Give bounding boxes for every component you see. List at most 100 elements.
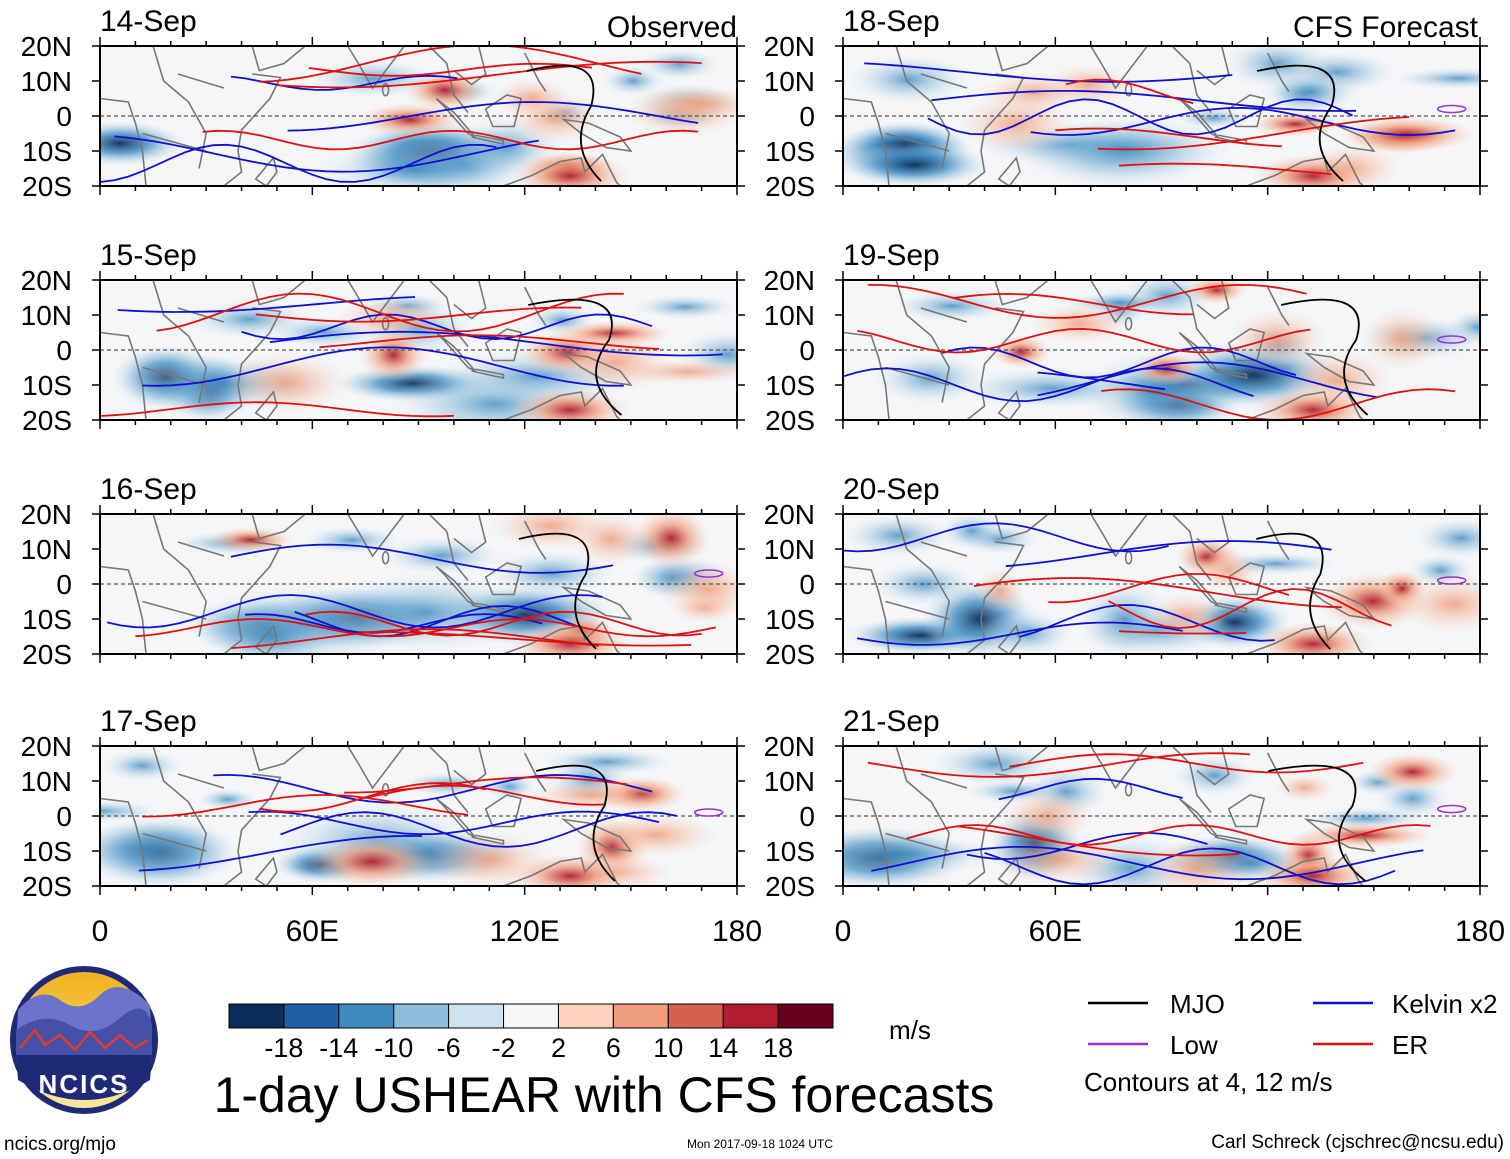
positive-shear-area [1029,303,1130,344]
er-contour [1118,162,1332,175]
kelvin-contour [864,62,1233,83]
er-contour [276,60,702,89]
kelvin-contour [241,313,653,341]
mjo-contour [1256,64,1344,182]
lon-tick-label: 120E [1233,915,1303,948]
negative-shear-area [100,821,238,877]
colorbar-units: m/s [889,1015,931,1045]
positive-shear-area [334,297,445,339]
kelvin-contour [248,810,660,836]
lat-tick-label: 20S [765,639,815,670]
lat-tick-label: 20N [21,265,72,296]
lat-tick-label: 10S [22,604,72,635]
negative-shear-area [381,536,502,575]
colorbar-swatch [393,1003,450,1029]
timestamp: Mon 2017-09-18 1024 UTC [687,1137,833,1151]
lon-tick-label: 180 [712,915,762,948]
coastlines [100,46,633,186]
er-contour [255,306,582,323]
er-contour [202,129,699,151]
colorbar-tick-label: 10 [653,1033,683,1063]
negative-shear-area [103,750,182,782]
er-contour [1118,630,1247,635]
positive-shear-area [570,514,651,566]
panel-date: 14-Sep [100,5,197,38]
mjo-contour [535,764,616,882]
lat-tick-label: 20N [21,31,72,62]
positive-shear-area [1250,111,1341,137]
logo-base [16,1055,152,1100]
kelvin-contour [927,98,1353,136]
colorbar-swatch [338,1003,395,1029]
map-panels: 20N10N010S20S14-Sep20N10N010S20S15-Sep20… [21,5,1488,902]
low-contour [1436,804,1467,814]
er-contour [857,327,1311,354]
kelvin-contour [230,543,614,574]
colorbar-swatch [448,1003,505,1029]
colorbar-swatch [283,1003,340,1029]
positive-shear-area [510,622,630,654]
er-contour [1048,573,1290,604]
legend-label-mjo: MJO [1170,989,1225,1019]
observed-label: Observed [607,11,737,44]
colorbar-swatch [722,1003,779,1029]
negative-shear-area [844,514,953,557]
lat-tick-label: 10N [764,300,815,331]
kelvin-contour [1037,371,1166,391]
er-contour [365,631,692,647]
lat-tick-label: 10N [764,766,815,797]
website-link[interactable]: ncics.org/mjo [4,1134,116,1155]
positive-shear-area [1361,307,1444,371]
lon-tick-label: 60E [1029,915,1082,948]
lat-tick-label: 10S [22,136,72,167]
kelvin-contour [142,346,624,387]
lat-tick-label: 20N [764,31,815,62]
mjo-contour [518,532,597,650]
latitude-axis-labels: 20N 10N 0 10S 20S [764,499,815,670]
lon-tick-label: 60E [286,915,339,948]
er-contour [305,610,702,637]
contour-note: Contours at 4, 12 m/s [1084,1067,1333,1097]
kelvin-contour [230,74,458,91]
colorbar-tick-label: -10 [374,1033,413,1063]
positive-shear-area [632,514,710,569]
mjo-contour [1280,298,1369,416]
shear-field [100,746,737,886]
positive-shear-area [1275,773,1334,802]
negative-shear-area [639,48,719,80]
lat-tick-label: 20N [21,499,72,530]
colorbar-tick-label: 2 [551,1033,566,1063]
negative-shear-area [100,120,186,167]
panel-date: 20-Sep [843,473,940,506]
lat-tick-label: 10S [765,370,815,401]
positive-shear-area [1253,388,1373,420]
lat-tick-label: 20S [22,871,72,902]
lon-tick-label: 180 [1455,915,1505,948]
negative-shear-area [1394,67,1480,90]
panel-date: 17-Sep [100,705,197,738]
er-contour [156,292,624,333]
positive-shear-area [1196,548,1261,593]
lat-tick-label: 10S [22,836,72,867]
colorbar-swatch [667,1003,724,1029]
lat-tick-label: 10N [21,300,72,331]
colorbar-tick-label: 18 [763,1033,793,1063]
lat-tick-label: 20S [765,871,815,902]
positive-shear-area [1395,575,1480,633]
kelvin-contour [114,135,539,173]
negative-shear-area [959,368,1143,409]
positive-shear-area [1367,752,1458,792]
coastlines [843,280,1376,420]
positive-shear-area [207,527,294,553]
negative-shear-area [1077,580,1172,654]
kelvin-contour [213,773,653,804]
positive-shear-area [1227,309,1327,369]
coastlines [100,280,633,420]
lat-tick-label: 10N [21,766,72,797]
negative-shear-area [849,55,968,104]
kelvin-contour [138,834,423,872]
panel-date: 18-Sep [843,5,940,38]
er-contour [952,292,1194,316]
logo-mountain-mid [16,1008,152,1060]
